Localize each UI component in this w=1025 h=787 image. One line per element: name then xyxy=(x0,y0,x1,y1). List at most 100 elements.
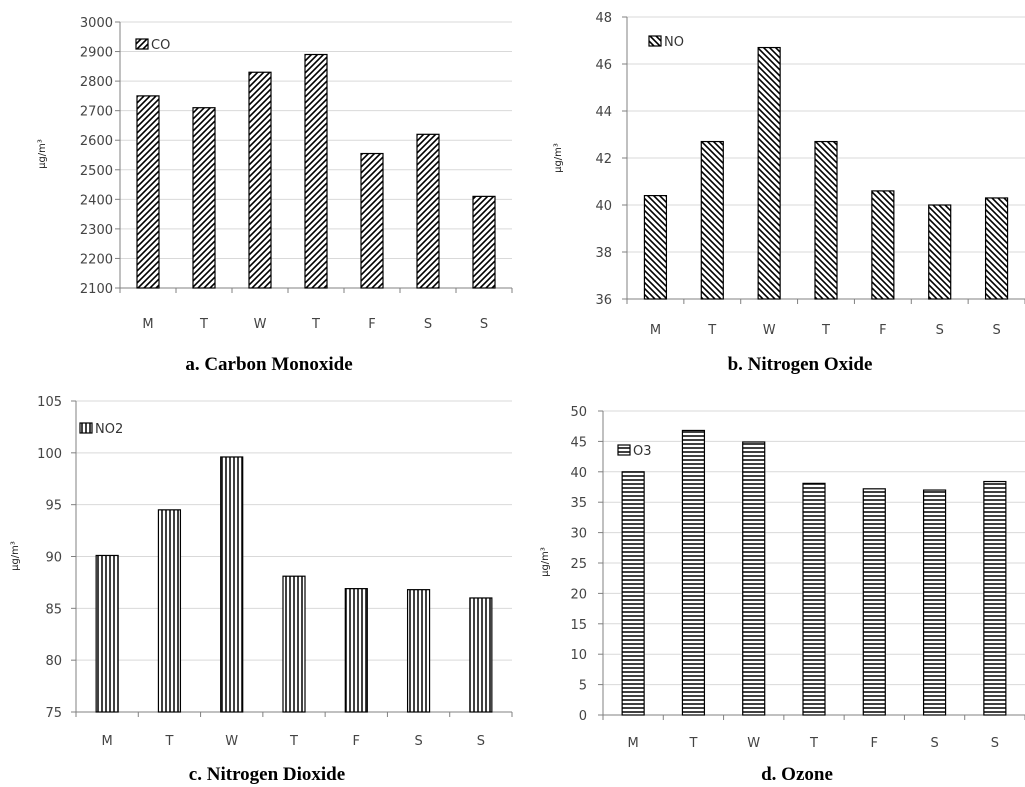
y-axis-label: µg/m³ xyxy=(553,143,564,173)
chart-svg: 36 38 40 42 44 46 48 µg/m³ M T W T F S S NO xyxy=(553,11,1025,338)
x-tick-label: T xyxy=(809,736,818,751)
y-tick-label: 30 xyxy=(570,527,587,542)
bar-co xyxy=(192,107,216,289)
y-tick-label: 100 xyxy=(37,447,62,462)
x-tick-label: S xyxy=(477,734,485,749)
bar-o3 xyxy=(681,429,706,716)
x-tick-label: W xyxy=(254,317,267,332)
legend-label: NO xyxy=(664,35,684,50)
y-tick-label: 35 xyxy=(570,496,587,511)
chart-svg: 0 5 10 15 20 25 30 35 40 45 50 µg/m³ M T W T F S S O3 xyxy=(540,405,1025,751)
bar-o3 xyxy=(621,471,645,716)
bar-no2 xyxy=(469,597,493,713)
x-tick-label: T xyxy=(289,734,298,749)
bar-o3 xyxy=(862,488,886,716)
x-tick-label: W xyxy=(763,323,776,338)
legend-swatch xyxy=(135,38,149,50)
y-tick-label: 85 xyxy=(45,602,62,617)
y-tick-label: 105 xyxy=(37,395,62,410)
bar-o3 xyxy=(922,489,947,716)
bar-no xyxy=(700,140,724,300)
bar-no2 xyxy=(344,588,368,713)
x-tick-label: M xyxy=(628,736,639,751)
legend-swatch xyxy=(79,422,93,434)
y-tick-label: 2100 xyxy=(80,282,113,297)
bar-o3 xyxy=(742,441,766,716)
x-tick-label: T xyxy=(199,317,208,332)
bar-co xyxy=(360,152,384,289)
y-tick-label: 95 xyxy=(45,499,62,514)
y-axis-label: µg/m³ xyxy=(37,139,48,169)
x-tick-label: F xyxy=(368,317,375,332)
bar-no xyxy=(984,197,1009,300)
bar-no xyxy=(928,204,952,300)
y-tick-label: 15 xyxy=(570,618,587,633)
y-tick-label: 36 xyxy=(595,293,612,308)
bar-no xyxy=(757,46,781,300)
y-tick-label: 10 xyxy=(570,648,587,663)
x-tick-label: M xyxy=(142,317,153,332)
bar-no2 xyxy=(95,554,119,713)
y-tick-label: 2700 xyxy=(80,105,113,120)
chart-svg: 2100 2200 2300 2400 2500 2600 2700 2800 2900 3000… xyxy=(37,16,513,332)
x-tick-label: F xyxy=(353,734,360,749)
y-tick-label: 2900 xyxy=(80,46,113,61)
x-tick-label: T xyxy=(164,734,173,749)
y-tick-label: 40 xyxy=(570,466,587,481)
x-tick-label: S xyxy=(930,736,938,751)
y-tick-label: 50 xyxy=(570,405,587,420)
bar-o3 xyxy=(983,480,1007,716)
bar-no2 xyxy=(282,575,306,713)
chart-panel-ozone: 0 5 10 15 20 25 30 35 40 45 50 µg/m³ M T W T F S S O3 d. Oz… xyxy=(512,390,1025,787)
x-tick-label: F xyxy=(871,736,878,751)
y-tick-label: 80 xyxy=(45,654,62,669)
legend-swatch xyxy=(648,35,662,47)
bar-co xyxy=(304,53,328,289)
x-tick-label: S xyxy=(424,317,432,332)
bar-co xyxy=(416,133,440,289)
y-tick-label: 45 xyxy=(570,435,587,450)
bar-co xyxy=(472,195,496,289)
y-tick-label: 5 xyxy=(579,679,587,694)
x-tick-label: S xyxy=(480,317,488,332)
y-tick-label: 2600 xyxy=(80,134,113,149)
legend-label: NO2 xyxy=(95,422,123,437)
chart-panel-nitrogen-oxide: 36 38 40 42 44 46 48 µg/m³ M T W T F S S NO b. Nitrogen… xyxy=(512,0,1025,390)
y-tick-label: 38 xyxy=(595,246,612,261)
bar-no2 xyxy=(406,589,431,713)
bar-no2 xyxy=(220,456,244,713)
x-tick-label: M xyxy=(102,734,113,749)
x-tick-label: T xyxy=(707,323,716,338)
chart-caption: a. Carbon Monoxide xyxy=(185,354,353,375)
y-tick-label: 46 xyxy=(595,58,612,73)
x-tick-label: S xyxy=(936,323,944,338)
x-tick-label: T xyxy=(311,317,320,332)
chart-svg: 75 80 85 90 95 100 105 µg/m³ M T W T F S S NO2 xyxy=(10,395,513,749)
y-tick-label: 2300 xyxy=(80,223,113,238)
y-tick-label: 75 xyxy=(45,706,62,721)
x-tick-label: T xyxy=(688,736,697,751)
y-tick-label: 2500 xyxy=(80,164,113,179)
bar-co xyxy=(136,95,160,289)
y-tick-label: 48 xyxy=(595,11,612,26)
y-tick-label: 2400 xyxy=(80,193,113,208)
y-tick-label: 20 xyxy=(570,587,587,602)
bar-o3 xyxy=(802,482,826,716)
legend-label: CO xyxy=(151,38,170,53)
y-tick-label: 0 xyxy=(579,709,587,724)
bar-no xyxy=(643,195,668,300)
y-tick-label: 25 xyxy=(570,557,587,572)
x-tick-label: M xyxy=(650,323,661,338)
x-tick-label: T xyxy=(821,323,830,338)
y-axis-label: µg/m³ xyxy=(10,541,21,571)
chart-caption: c. Nitrogen Dioxide xyxy=(188,764,346,785)
x-tick-label: F xyxy=(879,323,886,338)
y-tick-label: 44 xyxy=(595,105,612,120)
y-tick-label: 40 xyxy=(595,199,612,214)
y-tick-label: 2200 xyxy=(80,252,113,267)
bar-no xyxy=(814,140,838,300)
legend-label: O3 xyxy=(633,444,652,459)
x-tick-label: S xyxy=(991,736,999,751)
y-axis-label: µg/m³ xyxy=(540,547,551,577)
bar-no xyxy=(871,190,895,300)
